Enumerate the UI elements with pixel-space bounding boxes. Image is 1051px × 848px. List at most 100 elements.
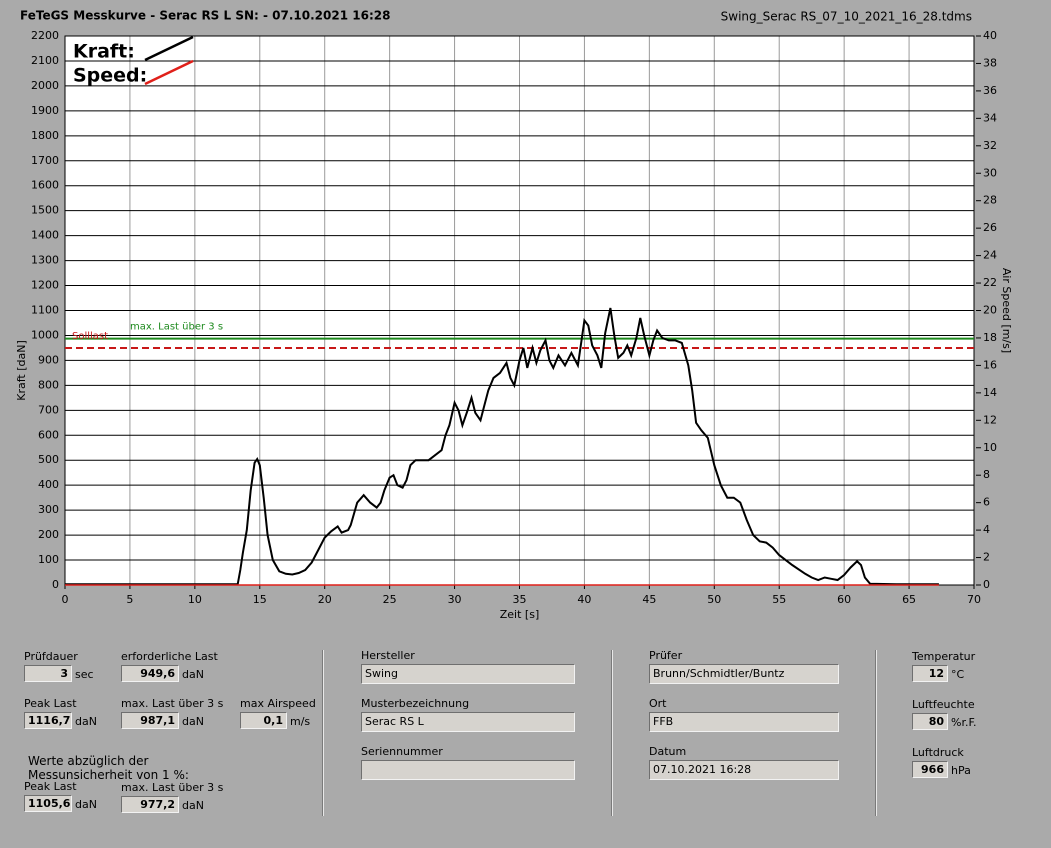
field-value: Swing: [361, 664, 575, 684]
y-tick-label: 2100: [31, 54, 59, 67]
field-unit: daN: [182, 715, 204, 728]
y-tick-label: 2000: [31, 79, 59, 92]
field-unit: °C: [951, 668, 965, 681]
field-value: 1116,7: [24, 712, 72, 729]
field-value: 977,2: [121, 796, 179, 813]
y2-tick-label: 38: [983, 56, 997, 69]
data-line: [65, 307, 939, 586]
x-tick-label: 25: [383, 593, 397, 606]
y2-tick-label: 28: [983, 194, 997, 207]
field-unit: sec: [75, 668, 94, 681]
field-label: Peak Last: [24, 780, 77, 793]
y-tick-label: 1700: [31, 154, 59, 167]
y2-tick-label: 32: [983, 139, 997, 152]
field-label: Hersteller: [361, 649, 415, 662]
field-value: 987,1: [121, 712, 179, 729]
field-value: 80: [912, 713, 948, 730]
y-tick-label: 1100: [31, 304, 59, 317]
x-tick-label: 50: [707, 593, 721, 606]
y-tick-label: 1300: [31, 254, 59, 267]
y-tick-label: 2200: [31, 29, 59, 42]
field-unit: daN: [182, 799, 204, 812]
x-tick-label: 30: [448, 593, 462, 606]
field-value: 0,1: [240, 712, 287, 729]
field-label: Datum: [649, 745, 687, 758]
x-tick-label: 15: [253, 593, 267, 606]
y2-tick-label: 26: [983, 221, 997, 234]
y2-tick-label: 10: [983, 441, 997, 454]
y2-tick-label: 2: [983, 551, 990, 564]
y2-tick-label: 6: [983, 496, 990, 509]
y-tick-label: 400: [38, 478, 59, 491]
y-axis-label: Kraft [daN]: [15, 340, 28, 401]
field-label: Luftfeuchte: [912, 698, 975, 711]
y-tick-label: 600: [38, 428, 59, 441]
y2-tick-label: 18: [983, 331, 997, 344]
field-value: 966: [912, 761, 948, 778]
x-tick-label: 35: [513, 593, 527, 606]
y2-tick-label: 16: [983, 358, 997, 371]
note-line: Messunsicherheit von 1 %:: [28, 768, 189, 782]
y-tick-label: 900: [38, 353, 59, 366]
y2-axis-label: Air Speed [m/s]: [1000, 268, 1013, 353]
field-label: Luftdruck: [912, 746, 964, 759]
field-value: [361, 760, 575, 780]
y-tick-label: 1900: [31, 104, 59, 117]
x-tick-label: 0: [62, 593, 69, 606]
y2-tick-label: 14: [983, 386, 997, 399]
field-unit: daN: [75, 715, 97, 728]
field-value: 3: [24, 665, 72, 682]
chart: FeTeGS Messkurve - Serac RS L SN: - 07.1…: [15, 9, 1013, 622]
field-label: max. Last über 3 s: [121, 697, 224, 710]
reference-label: max. Last über 3 s: [130, 322, 223, 333]
y-tick-label: 1600: [31, 179, 59, 192]
note-line: Werte abzüglich der: [28, 754, 149, 768]
field-label: Peak Last: [24, 697, 77, 710]
y-tick-label: 800: [38, 378, 59, 391]
file-name: Swing_Serac RS_07_10_2021_16_28.tdms: [721, 10, 972, 24]
x-tick-label: 20: [318, 593, 332, 606]
field-label: Musterbezeichnung: [361, 697, 470, 710]
legend-label: Kraft:: [73, 41, 135, 63]
field-label: erforderliche Last: [121, 650, 218, 663]
field-label: Prüfdauer: [24, 650, 78, 663]
field-label: Seriennummer: [361, 745, 443, 758]
field-value: Serac RS L: [361, 712, 575, 732]
field-label: Prüfer: [649, 649, 683, 662]
y-tick-label: 100: [38, 553, 59, 566]
x-tick-label: 55: [772, 593, 786, 606]
title: FeTeGS Messkurve - Serac RS L SN: - 07.1…: [20, 9, 390, 23]
y-tick-label: 1500: [31, 204, 59, 217]
y2-tick-label: 34: [983, 111, 997, 124]
y-tick-label: 700: [38, 403, 59, 416]
field-value: 07.10.2021 16:28: [649, 760, 839, 780]
field-unit: daN: [75, 798, 97, 811]
field-label: Temperatur: [912, 650, 976, 663]
y2-tick-label: 20: [983, 304, 997, 317]
y-tick-label: 0: [52, 578, 59, 591]
y-tick-label: 300: [38, 503, 59, 516]
x-tick-label: 45: [642, 593, 656, 606]
y-tick-label: 1400: [31, 229, 59, 242]
reference-label: Solllast: [72, 331, 108, 342]
field-label: Ort: [649, 697, 667, 710]
x-tick-label: 40: [577, 593, 591, 606]
field-label: max Airspeed: [240, 697, 316, 710]
y-tick-label: 1200: [31, 279, 59, 292]
x-tick-label: 10: [188, 593, 202, 606]
y2-tick-label: 12: [983, 413, 997, 426]
separator: [611, 650, 613, 816]
y-tick-label: 500: [38, 453, 59, 466]
x-tick-label: 70: [967, 593, 981, 606]
field-unit: hPa: [951, 764, 971, 777]
y2-tick-label: 36: [983, 84, 997, 97]
y2-tick-label: 24: [983, 249, 997, 262]
x-tick-label: 5: [126, 593, 133, 606]
legend-label: Speed:: [73, 65, 147, 87]
field-value: 1105,6: [24, 795, 72, 812]
x-axis-label: Zeit [s]: [500, 608, 539, 621]
separator: [322, 650, 324, 816]
field-value: 949,6: [121, 665, 179, 682]
legend-swatch: [144, 35, 194, 62]
y2-tick-label: 8: [983, 468, 990, 481]
